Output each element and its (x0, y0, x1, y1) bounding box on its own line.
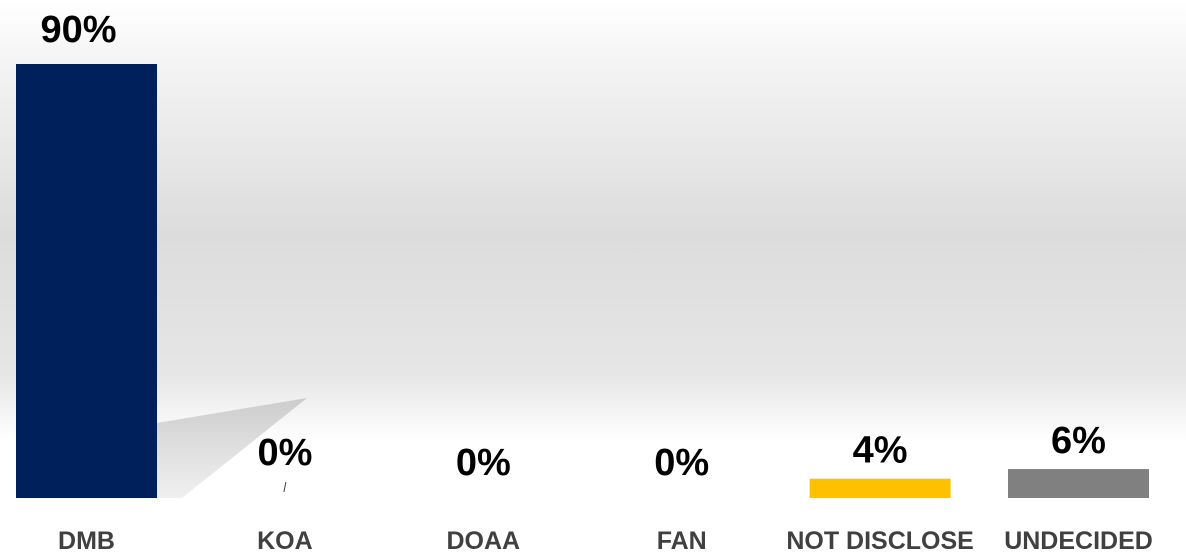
labels-layer: 90% 0% 0% 0% 4% 6% (40, 9, 1105, 484)
data-label-koa: 0% (257, 432, 312, 474)
bars-layer (16, 64, 1149, 498)
data-label-dmb: 90% (40, 9, 116, 51)
data-label-fan: 0% (654, 442, 709, 484)
tick-label-dmb: DMB (58, 527, 115, 554)
tick-labels-layer: DMB KOA DOAA FAN NOT DISCLOSE UNDECIDED (58, 527, 1153, 555)
data-label-not-disclose: 4% (853, 430, 908, 472)
tick-label-not-disclose: NOT DISCLOSE (786, 527, 974, 554)
bar-koa-zero-mark (283, 481, 287, 493)
tick-label-undecided: UNDECIDED (1004, 527, 1153, 554)
tick-label-fan: FAN (657, 527, 707, 554)
tick-label-doaa: DOAA (446, 527, 520, 554)
data-label-doaa: 0% (456, 442, 511, 484)
data-label-undecided: 6% (1051, 420, 1106, 462)
bar-undecided (1008, 469, 1149, 498)
bar-dmb (16, 64, 157, 498)
bar-not-disclose (809, 478, 951, 498)
bar-shadow (157, 398, 307, 498)
tick-label-koa: KOA (257, 527, 313, 554)
